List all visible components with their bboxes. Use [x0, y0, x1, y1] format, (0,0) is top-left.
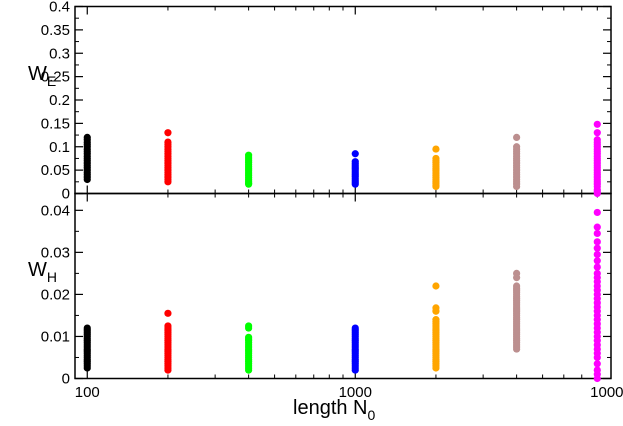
data-point — [432, 282, 440, 290]
data-point — [432, 364, 440, 372]
x-tick-label: 1000 — [339, 384, 372, 401]
y-tick-label: 0.35 — [41, 22, 70, 39]
y-tick-label: 0.03 — [41, 244, 70, 261]
points-layer — [83, 120, 601, 383]
top-y-axis-label: WE — [28, 63, 56, 89]
y-tick-label: 0.15 — [41, 115, 70, 132]
data-point — [351, 150, 359, 158]
data-point — [164, 178, 172, 186]
data-point — [164, 129, 172, 137]
data-point — [245, 324, 253, 332]
y-tick-label: 0.4 — [49, 0, 70, 16]
x-axis-label: length N0 — [293, 397, 376, 423]
data-point — [351, 180, 359, 188]
data-point — [83, 175, 91, 184]
y-tick-label: 0 — [62, 186, 70, 203]
data-point — [432, 307, 440, 315]
data-point — [593, 129, 601, 137]
data-point — [593, 257, 601, 265]
data-point — [513, 345, 521, 353]
data-point — [593, 208, 601, 217]
data-point — [164, 366, 172, 374]
data-point — [164, 309, 172, 317]
data-point — [432, 145, 440, 153]
data-point — [593, 229, 601, 238]
y-tick-label: 0.2 — [49, 92, 70, 109]
data-point — [513, 273, 521, 282]
data-point — [245, 180, 253, 188]
bottom-y-axis-label: WH — [28, 259, 57, 285]
data-point — [593, 238, 601, 246]
data-point — [593, 353, 601, 362]
y-tick-label: 0.02 — [41, 286, 70, 303]
data-point — [593, 120, 601, 128]
y-tick-label: 0.1 — [49, 139, 70, 156]
data-point — [245, 366, 253, 374]
y-tick-label: 0.01 — [41, 328, 70, 345]
x-tick-label: 100 — [75, 384, 100, 401]
data-point — [593, 189, 601, 198]
data-point — [83, 364, 91, 372]
y-tick-label: 0.3 — [49, 45, 70, 62]
y-tick-label: 0.05 — [41, 162, 70, 179]
data-point — [593, 263, 601, 271]
data-point — [513, 182, 521, 191]
y-tick-label: 0 — [62, 371, 70, 388]
y-tick-label: 0.04 — [41, 202, 70, 219]
data-point — [593, 374, 601, 383]
data-point — [593, 250, 601, 259]
data-point — [593, 244, 601, 252]
data-point — [351, 366, 359, 374]
data-point — [432, 182, 440, 191]
data-point — [513, 133, 521, 141]
bottom-panel-frame — [74, 192, 612, 380]
y-tick-label: 0.25 — [41, 69, 70, 86]
data-point — [593, 223, 601, 231]
top-panel-frame — [74, 5, 612, 195]
data-point — [593, 360, 601, 368]
